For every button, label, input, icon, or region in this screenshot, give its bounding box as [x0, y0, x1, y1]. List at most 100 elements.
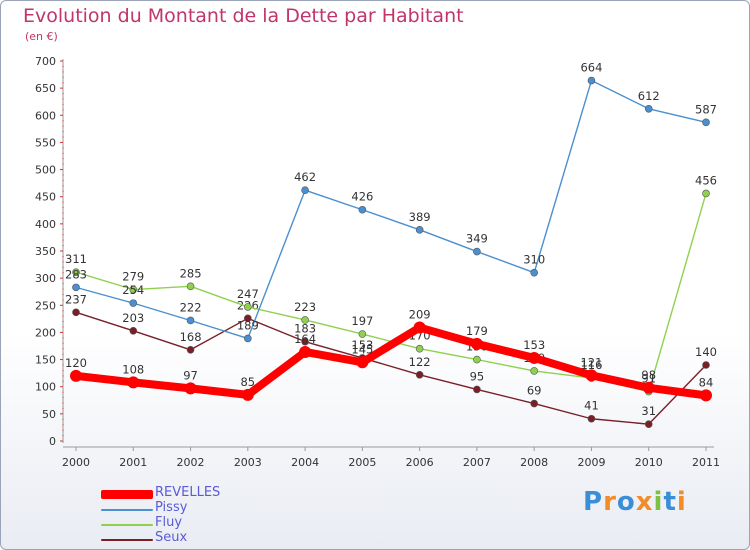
- y-tick-label: 100: [35, 381, 56, 394]
- y-tick-label: 550: [35, 136, 56, 149]
- data-point-revelles: [585, 369, 598, 382]
- data-label-pissy: 189: [237, 318, 259, 332]
- data-point-revelles: [470, 337, 483, 350]
- data-label-revelles: 179: [466, 324, 488, 338]
- data-label-pissy: 283: [65, 267, 87, 281]
- data-label-fluy: 197: [351, 314, 373, 328]
- data-label-seux: 31: [641, 404, 656, 418]
- data-point-fluy: [358, 330, 367, 338]
- data-label-fluy: 285: [180, 266, 202, 280]
- data-point-seux: [244, 314, 252, 323]
- data-label-seux: 122: [409, 355, 431, 369]
- data-point-revelles: [70, 369, 82, 382]
- data-point-seux: [473, 385, 481, 394]
- y-tick-label: 50: [42, 408, 56, 421]
- data-point-pissy: [244, 334, 252, 343]
- data-point-revelles: [299, 345, 312, 358]
- data-point-pissy: [473, 247, 481, 256]
- data-label-pissy: 349: [466, 232, 488, 246]
- y-tick-label: 350: [35, 245, 56, 258]
- logo-letter: P: [583, 487, 604, 517]
- data-label-pissy: 389: [409, 210, 431, 224]
- data-point-revelles: [127, 376, 140, 389]
- legend-label: REVELLES: [155, 485, 221, 500]
- legend-swatch: [101, 539, 153, 541]
- data-point-pissy: [301, 186, 309, 194]
- data-label-pissy: 222: [180, 300, 202, 314]
- x-tick-label: 2003: [234, 456, 262, 469]
- data-label-fluy: 279: [122, 270, 144, 284]
- data-point-seux: [587, 414, 596, 423]
- chart-title: Evolution du Montant de la Dette par Hab…: [23, 5, 464, 27]
- data-point-fluy: [129, 285, 138, 294]
- x-tick-label: 2006: [406, 456, 434, 469]
- y-tick-label: 250: [35, 299, 56, 312]
- legend-label: Fluy: [155, 515, 183, 530]
- data-label-revelles: 121: [580, 355, 602, 369]
- data-point-fluy: [530, 367, 538, 375]
- data-label-revelles: 164: [294, 332, 316, 346]
- data-label-seux: 168: [180, 330, 202, 344]
- data-label-fluy: 91: [641, 372, 656, 386]
- x-tick-label: 2002: [177, 456, 205, 469]
- x-tick-label: 2007: [463, 456, 491, 469]
- data-point-pissy: [186, 316, 195, 325]
- logo-letter: i: [653, 487, 664, 517]
- data-label-revelles: 84: [699, 375, 714, 389]
- data-point-seux: [129, 326, 138, 335]
- legend-label: Pissy: [155, 500, 188, 515]
- data-label-seux: 69: [527, 384, 542, 398]
- data-point-seux: [530, 399, 538, 408]
- y-tick-label: 150: [35, 354, 56, 367]
- data-label-revelles: 120: [65, 356, 87, 370]
- x-tick-label: 2000: [62, 456, 90, 469]
- data-point-seux: [702, 361, 710, 369]
- data-point-pissy: [129, 299, 138, 307]
- data-point-pissy: [358, 205, 367, 214]
- data-point-revelles: [700, 389, 712, 402]
- legend-swatch: [101, 509, 153, 511]
- data-point-fluy: [186, 282, 195, 291]
- data-label-revelles: 145: [351, 342, 373, 356]
- data-point-seux: [644, 420, 653, 428]
- data-point-revelles: [642, 381, 655, 394]
- data-label-seux: 140: [695, 345, 717, 359]
- x-tick-label: 2005: [348, 456, 376, 469]
- data-point-pissy: [72, 283, 80, 292]
- legend-label: Seux: [155, 530, 188, 545]
- data-point-seux: [301, 337, 309, 346]
- data-label-pissy: 310: [523, 253, 545, 267]
- data-label-seux: 41: [584, 399, 599, 413]
- data-point-fluy: [415, 344, 424, 353]
- data-label-seux: 153: [351, 338, 373, 352]
- data-label-revelles: 209: [409, 308, 431, 322]
- data-label-fluy: 247: [237, 287, 259, 301]
- data-point-fluy: [301, 316, 309, 324]
- logo-letter: r: [603, 487, 617, 517]
- data-point-revelles: [241, 388, 254, 401]
- x-tick-label: 2001: [119, 456, 147, 469]
- data-point-seux: [72, 308, 80, 317]
- y-tick-label: 600: [35, 109, 56, 122]
- proxiti-logo: Proxiti: [583, 487, 687, 517]
- data-point-seux: [186, 345, 195, 354]
- data-label-pissy: 612: [638, 89, 660, 103]
- y-tick-label: 200: [35, 326, 56, 339]
- legend-swatch: [101, 524, 153, 526]
- x-tick-label: 2008: [520, 456, 548, 469]
- x-tick-label: 2009: [577, 456, 605, 469]
- y-tick-label: 650: [35, 82, 56, 95]
- data-point-pissy: [415, 226, 424, 234]
- data-label-fluy: 223: [294, 300, 316, 314]
- data-point-revelles: [184, 382, 197, 395]
- data-point-fluy: [473, 355, 481, 364]
- x-tick-label: 2010: [635, 456, 663, 469]
- data-label-seux: 237: [65, 292, 87, 306]
- data-label-revelles: 97: [183, 368, 198, 382]
- chart-unit: (en €): [25, 30, 58, 43]
- data-label-fluy: 311: [65, 252, 87, 266]
- data-label-seux: 95: [470, 369, 485, 383]
- y-tick-label: 700: [35, 55, 56, 68]
- data-point-fluy: [702, 189, 710, 198]
- data-point-pissy: [644, 104, 653, 113]
